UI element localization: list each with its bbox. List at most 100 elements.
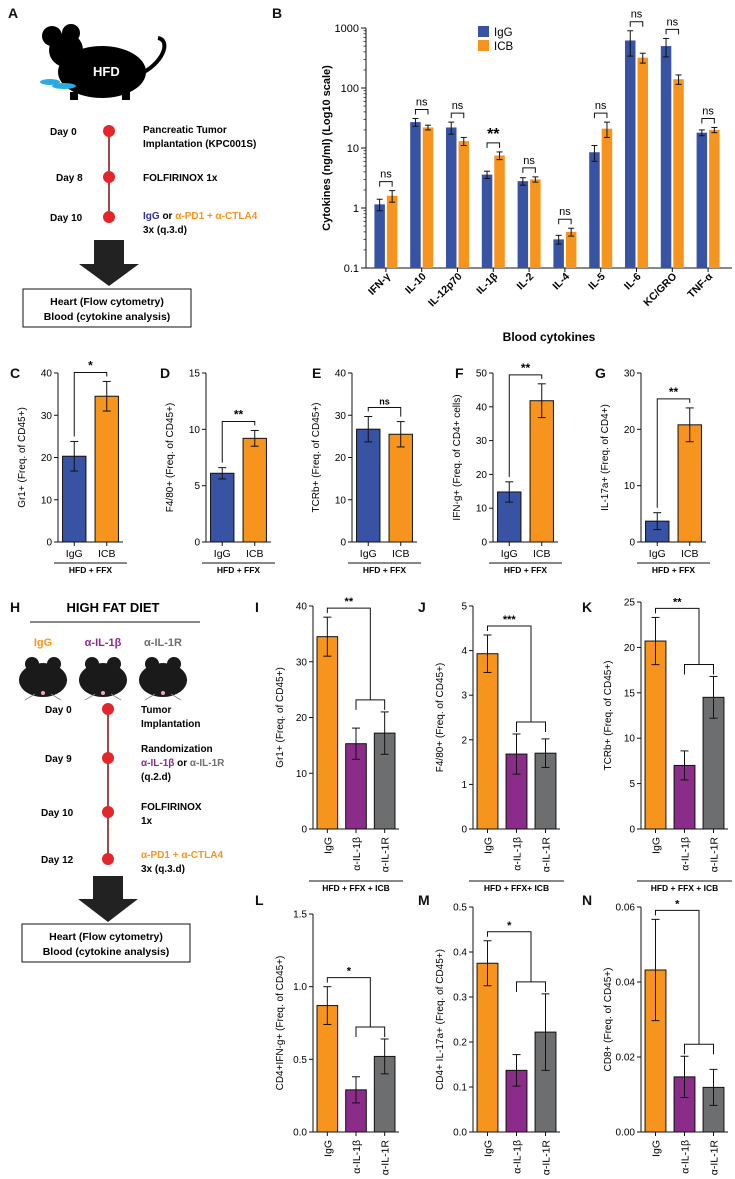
bar-ICB-IL-6	[637, 57, 648, 268]
y-tick-label: 0.5	[453, 903, 467, 914]
group-label: HFD + FFX + ICB	[651, 883, 719, 893]
significance-bracket	[655, 607, 700, 665]
timeline-desc: Tumor	[141, 705, 171, 716]
significance-bracket	[326, 607, 371, 700]
y-axis-label: Gr1+ (Freq. of CD45+)	[17, 407, 28, 508]
x-tick-label: ICB	[392, 548, 410, 560]
x-tick-label: α-IL-1R	[709, 1140, 721, 1176]
significance-bracket	[367, 407, 402, 417]
x-tick-label: IL-12p70	[426, 271, 465, 310]
y-tick-label: 0.5	[293, 1055, 307, 1066]
x-tick-label: TNF-α	[685, 270, 715, 300]
bar-ICB	[242, 437, 267, 543]
mouse-whisker	[50, 693, 62, 701]
bar-ICB	[94, 395, 119, 543]
significance-bracket	[665, 28, 680, 35]
y-tick-label: 0.02	[616, 1053, 636, 1064]
y-tick-label: 30	[476, 436, 488, 447]
timeline-dot-day10	[103, 211, 115, 223]
y-tick-label: 40	[41, 369, 53, 380]
significance-label: **	[234, 407, 244, 421]
bar-ICB-IL-2	[530, 179, 541, 268]
significance-label: **	[487, 126, 500, 143]
mouse-icon	[139, 657, 187, 701]
significance-sub-bracket	[684, 663, 714, 675]
significance-label: ns	[380, 169, 392, 181]
y-tick-label: 0.0	[293, 1128, 307, 1139]
significance-bracket	[486, 142, 501, 148]
y-axis-label: Cytokines (ng/ml) (Log10 scale)	[321, 65, 333, 231]
y-tick-label: 10	[624, 734, 636, 745]
significance-label: *	[88, 358, 93, 372]
y-tick-label: 100	[341, 83, 359, 95]
x-tick-label: KC/GRO	[641, 271, 679, 309]
panel-letter-m: M	[418, 892, 430, 908]
x-tick-label: IL-5	[586, 271, 608, 293]
day-label: Day 9	[45, 754, 72, 765]
y-tick-label: 1000	[335, 23, 359, 35]
chart-k-tcrb: 0 5 10 15 20 25 TCRb+ (Freq. of CD45+) IgG α-IL-…	[603, 596, 732, 893]
y-tick-label: 20	[624, 425, 636, 436]
significance-label: ns	[559, 206, 571, 218]
significance-sub-bracket	[516, 981, 546, 992]
y-tick-label: 30	[296, 657, 308, 668]
y-axis-label: Gr1+ (Freq. of CD45+)	[275, 667, 286, 768]
y-tick-label: 15	[624, 688, 636, 699]
significance-label: ns	[379, 397, 390, 407]
significance-bracket	[414, 109, 429, 115]
box-line: Heart (Flow cytometry)	[50, 296, 164, 308]
panel-letter-a: A	[8, 5, 18, 21]
bar-ICB-IFN-γ	[386, 195, 398, 268]
significance-bracket	[379, 181, 393, 187]
significance-bracket	[326, 977, 371, 1027]
significance-sub-bracket	[355, 699, 386, 710]
mouse-nose	[161, 691, 165, 695]
y-tick-label: 25	[624, 598, 636, 609]
significance-label: **	[673, 596, 682, 608]
box-line: Blood (cytokine analysis)	[44, 311, 171, 323]
group-label: α-IL-1R	[144, 637, 182, 649]
significance-label: **	[669, 385, 679, 399]
mouse-whisker	[144, 693, 156, 701]
bar-ICB-IL-4	[565, 231, 577, 268]
significance-label: ns	[666, 16, 678, 28]
bar-IgG-IL-2	[517, 181, 529, 268]
y-tick-label: 2	[461, 735, 467, 746]
timeline-desc: FOLFIRINOX	[141, 802, 202, 813]
legend-label: ICB	[494, 41, 514, 53]
chart-b-cytokines: 0.1 1 10 100 1000 Cytokines (ng/ml) (Log10 sc…	[321, 9, 732, 344]
y-tick-label: 0.4	[453, 948, 467, 959]
y-tick-label: 20	[41, 453, 53, 464]
y-tick-label: 0	[481, 538, 487, 549]
x-tick-label: IL-1β	[474, 270, 501, 297]
y-tick-label: 0	[461, 825, 467, 836]
mouse-body	[19, 663, 67, 697]
significance-bracket	[221, 420, 256, 463]
bar-ICB-TNF-α	[709, 129, 720, 268]
x-tick-label: ICB	[246, 548, 264, 560]
mouse-icon	[19, 657, 67, 701]
chart-f-ifng: 0 10 20 30 40 50 IFN-g+ (Freq. of CD4+ cells) I…	[452, 361, 562, 575]
timeline-dot-day12	[102, 853, 114, 865]
box-line: Heart (Flow cytometry)	[49, 931, 163, 943]
panel-letter-b: B	[272, 5, 282, 21]
y-tick-label: 5	[194, 481, 200, 492]
x-tick-label: IL-6	[622, 271, 644, 293]
chart-l-cd4-ifng: 0.0 0.5 1.0 1.5 CD4+IFN-g+ (Freq. of CD45+) I…	[275, 910, 399, 1175]
mouse-body	[79, 663, 127, 697]
x-tick-label: IgG	[651, 1140, 663, 1157]
box-line: Blood (cytokine analysis)	[43, 946, 170, 958]
y-tick-label: 0	[194, 538, 200, 549]
timeline-desc: FOLFIRINOX 1x	[143, 173, 218, 184]
panel-letter-e: E	[312, 365, 321, 381]
bar-ICB-KC/GRO	[673, 79, 684, 268]
timeline-desc: 1x	[141, 816, 153, 827]
y-tick-label: 20	[476, 470, 488, 481]
y-tick-label: 0	[629, 538, 635, 549]
panel-letter-k: K	[582, 599, 592, 615]
timeline-dot-day10	[102, 806, 114, 818]
schematic-a: HFD Day 0 Pancreatic Tumor Implantation …	[22, 24, 258, 328]
group-label: HFD + FFX + ICB	[322, 883, 390, 893]
x-tick-label: IL-10	[403, 271, 429, 297]
